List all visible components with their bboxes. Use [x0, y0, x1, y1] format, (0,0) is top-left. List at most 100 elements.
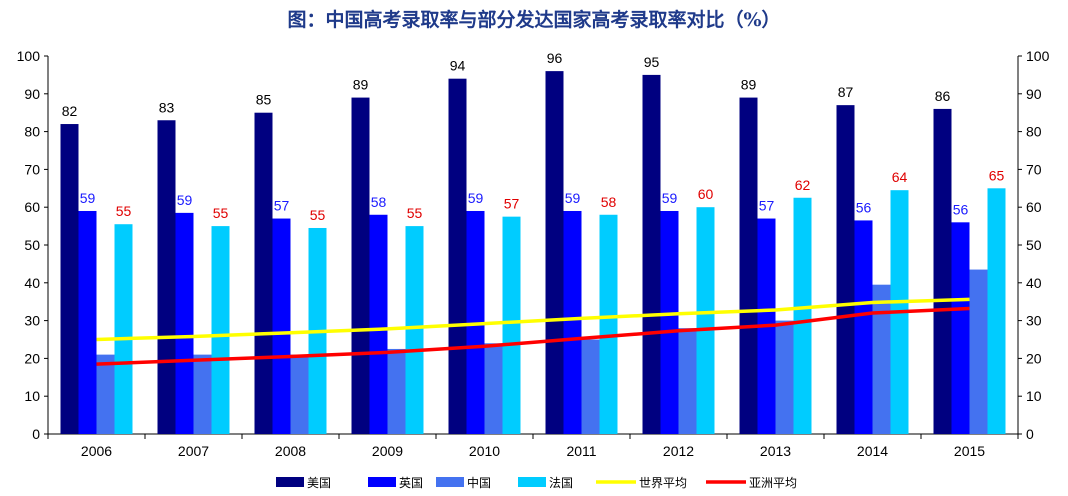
bar [696, 207, 715, 434]
legend-label: 中国 [467, 475, 491, 490]
data-label: 64 [892, 169, 908, 185]
bar [211, 226, 230, 434]
data-label: 87 [838, 84, 854, 100]
bar [78, 210, 97, 434]
y-tick-label-left: 40 [24, 275, 40, 291]
bar [642, 74, 661, 435]
y-tick-label-left: 70 [24, 161, 40, 177]
y-tick-label-right: 90 [1026, 86, 1042, 102]
bar [933, 108, 952, 435]
x-tick-label: 2013 [760, 443, 791, 459]
bar [448, 78, 467, 435]
data-label: 62 [795, 177, 811, 193]
bar [502, 216, 521, 434]
legend: 美国 英国 中国 法国 世界平均 亚洲平均 [276, 475, 797, 490]
data-label: 57 [759, 198, 775, 214]
data-label: 96 [547, 50, 563, 66]
legend-label: 世界平均 [639, 476, 687, 490]
axes: 0 0 10 10 20 20 30 30 40 40 50 50 60 60 70 70 80 80 90 90 10… [17, 48, 1050, 459]
data-label: 55 [116, 203, 132, 219]
bar [581, 339, 600, 434]
legend-swatch [518, 477, 546, 487]
y-tick-label-right: 80 [1026, 124, 1042, 140]
y-tick-label-right: 100 [1026, 48, 1050, 64]
series-line [96, 297, 970, 342]
bar [193, 354, 212, 434]
bar [405, 226, 424, 434]
bar [854, 220, 873, 434]
bar [545, 71, 564, 435]
x-tick-label: 2014 [857, 443, 888, 459]
bar [563, 210, 582, 434]
bar [157, 120, 176, 434]
y-tick-label-right: 50 [1026, 237, 1042, 253]
legend-label: 法国 [549, 476, 573, 490]
x-tick-label: 2008 [275, 443, 306, 459]
bar [254, 112, 273, 434]
data-label: 86 [935, 88, 951, 104]
y-tick-label-left: 60 [24, 199, 40, 215]
data-label: 60 [698, 186, 714, 202]
legend-label: 英国 [399, 476, 423, 490]
y-tick-label-right: 0 [1026, 426, 1034, 442]
x-tick-label: 2007 [178, 443, 209, 459]
y-tick-label-left: 20 [24, 350, 40, 366]
bar [872, 284, 891, 434]
x-tick-label: 2012 [663, 443, 694, 459]
legend-label: 亚洲平均 [749, 476, 797, 490]
legend-swatch [436, 477, 464, 487]
legend-swatch [368, 477, 396, 487]
data-label: 85 [256, 92, 272, 108]
data-label: 58 [371, 194, 387, 210]
y-tick-label-right: 20 [1026, 350, 1042, 366]
x-tick-label: 2015 [954, 443, 985, 459]
data-label: 94 [450, 58, 466, 74]
bars [60, 71, 1006, 435]
data-label: 65 [989, 167, 1005, 183]
data-label: 89 [353, 77, 369, 93]
y-tick-label-left: 0 [32, 426, 40, 442]
data-label: 59 [565, 190, 581, 206]
data-label: 83 [159, 99, 175, 115]
y-tick-label-left: 10 [24, 388, 40, 404]
bar [175, 212, 194, 434]
data-label: 82 [62, 103, 78, 119]
bar [96, 354, 115, 434]
data-label: 57 [274, 198, 290, 214]
y-tick-label-right: 30 [1026, 313, 1042, 329]
data-label: 56 [856, 199, 872, 215]
bar [987, 188, 1006, 434]
data-label: 55 [213, 205, 229, 221]
y-tick-label-right: 60 [1026, 199, 1042, 215]
data-label: 59 [80, 190, 96, 206]
bar [793, 197, 812, 434]
x-tick-label: 2006 [81, 443, 112, 459]
y-tick-label-left: 100 [17, 48, 41, 64]
data-label: 59 [177, 192, 193, 208]
bar [678, 328, 697, 434]
x-tick-label: 2009 [372, 443, 403, 459]
data-label: 55 [310, 207, 326, 223]
y-tick-label-right: 40 [1026, 275, 1042, 291]
chart-title: 图：中国高考录取率与部分发达国家高考录取率对比（%） [287, 8, 780, 31]
data-label: 57 [504, 196, 520, 212]
bar [369, 214, 388, 434]
data-labels: 82 83 85 89 94 96 95 89 87 86 59 59 57 58 59 59 59 57 56 56… [62, 50, 1005, 223]
x-tick-label: 2010 [469, 443, 500, 459]
series-line [96, 306, 970, 366]
y-tick-label-left: 30 [24, 313, 40, 329]
bar [272, 218, 291, 434]
bar [969, 269, 988, 434]
data-label: 56 [953, 201, 969, 217]
bar [775, 320, 794, 434]
bar [660, 210, 679, 434]
lines [96, 297, 970, 366]
y-tick-label-right: 10 [1026, 388, 1042, 404]
bar [951, 222, 970, 434]
data-label: 59 [662, 190, 678, 206]
bar [290, 354, 309, 434]
bar [60, 124, 79, 434]
bar [351, 97, 370, 434]
data-label: 95 [644, 54, 660, 70]
